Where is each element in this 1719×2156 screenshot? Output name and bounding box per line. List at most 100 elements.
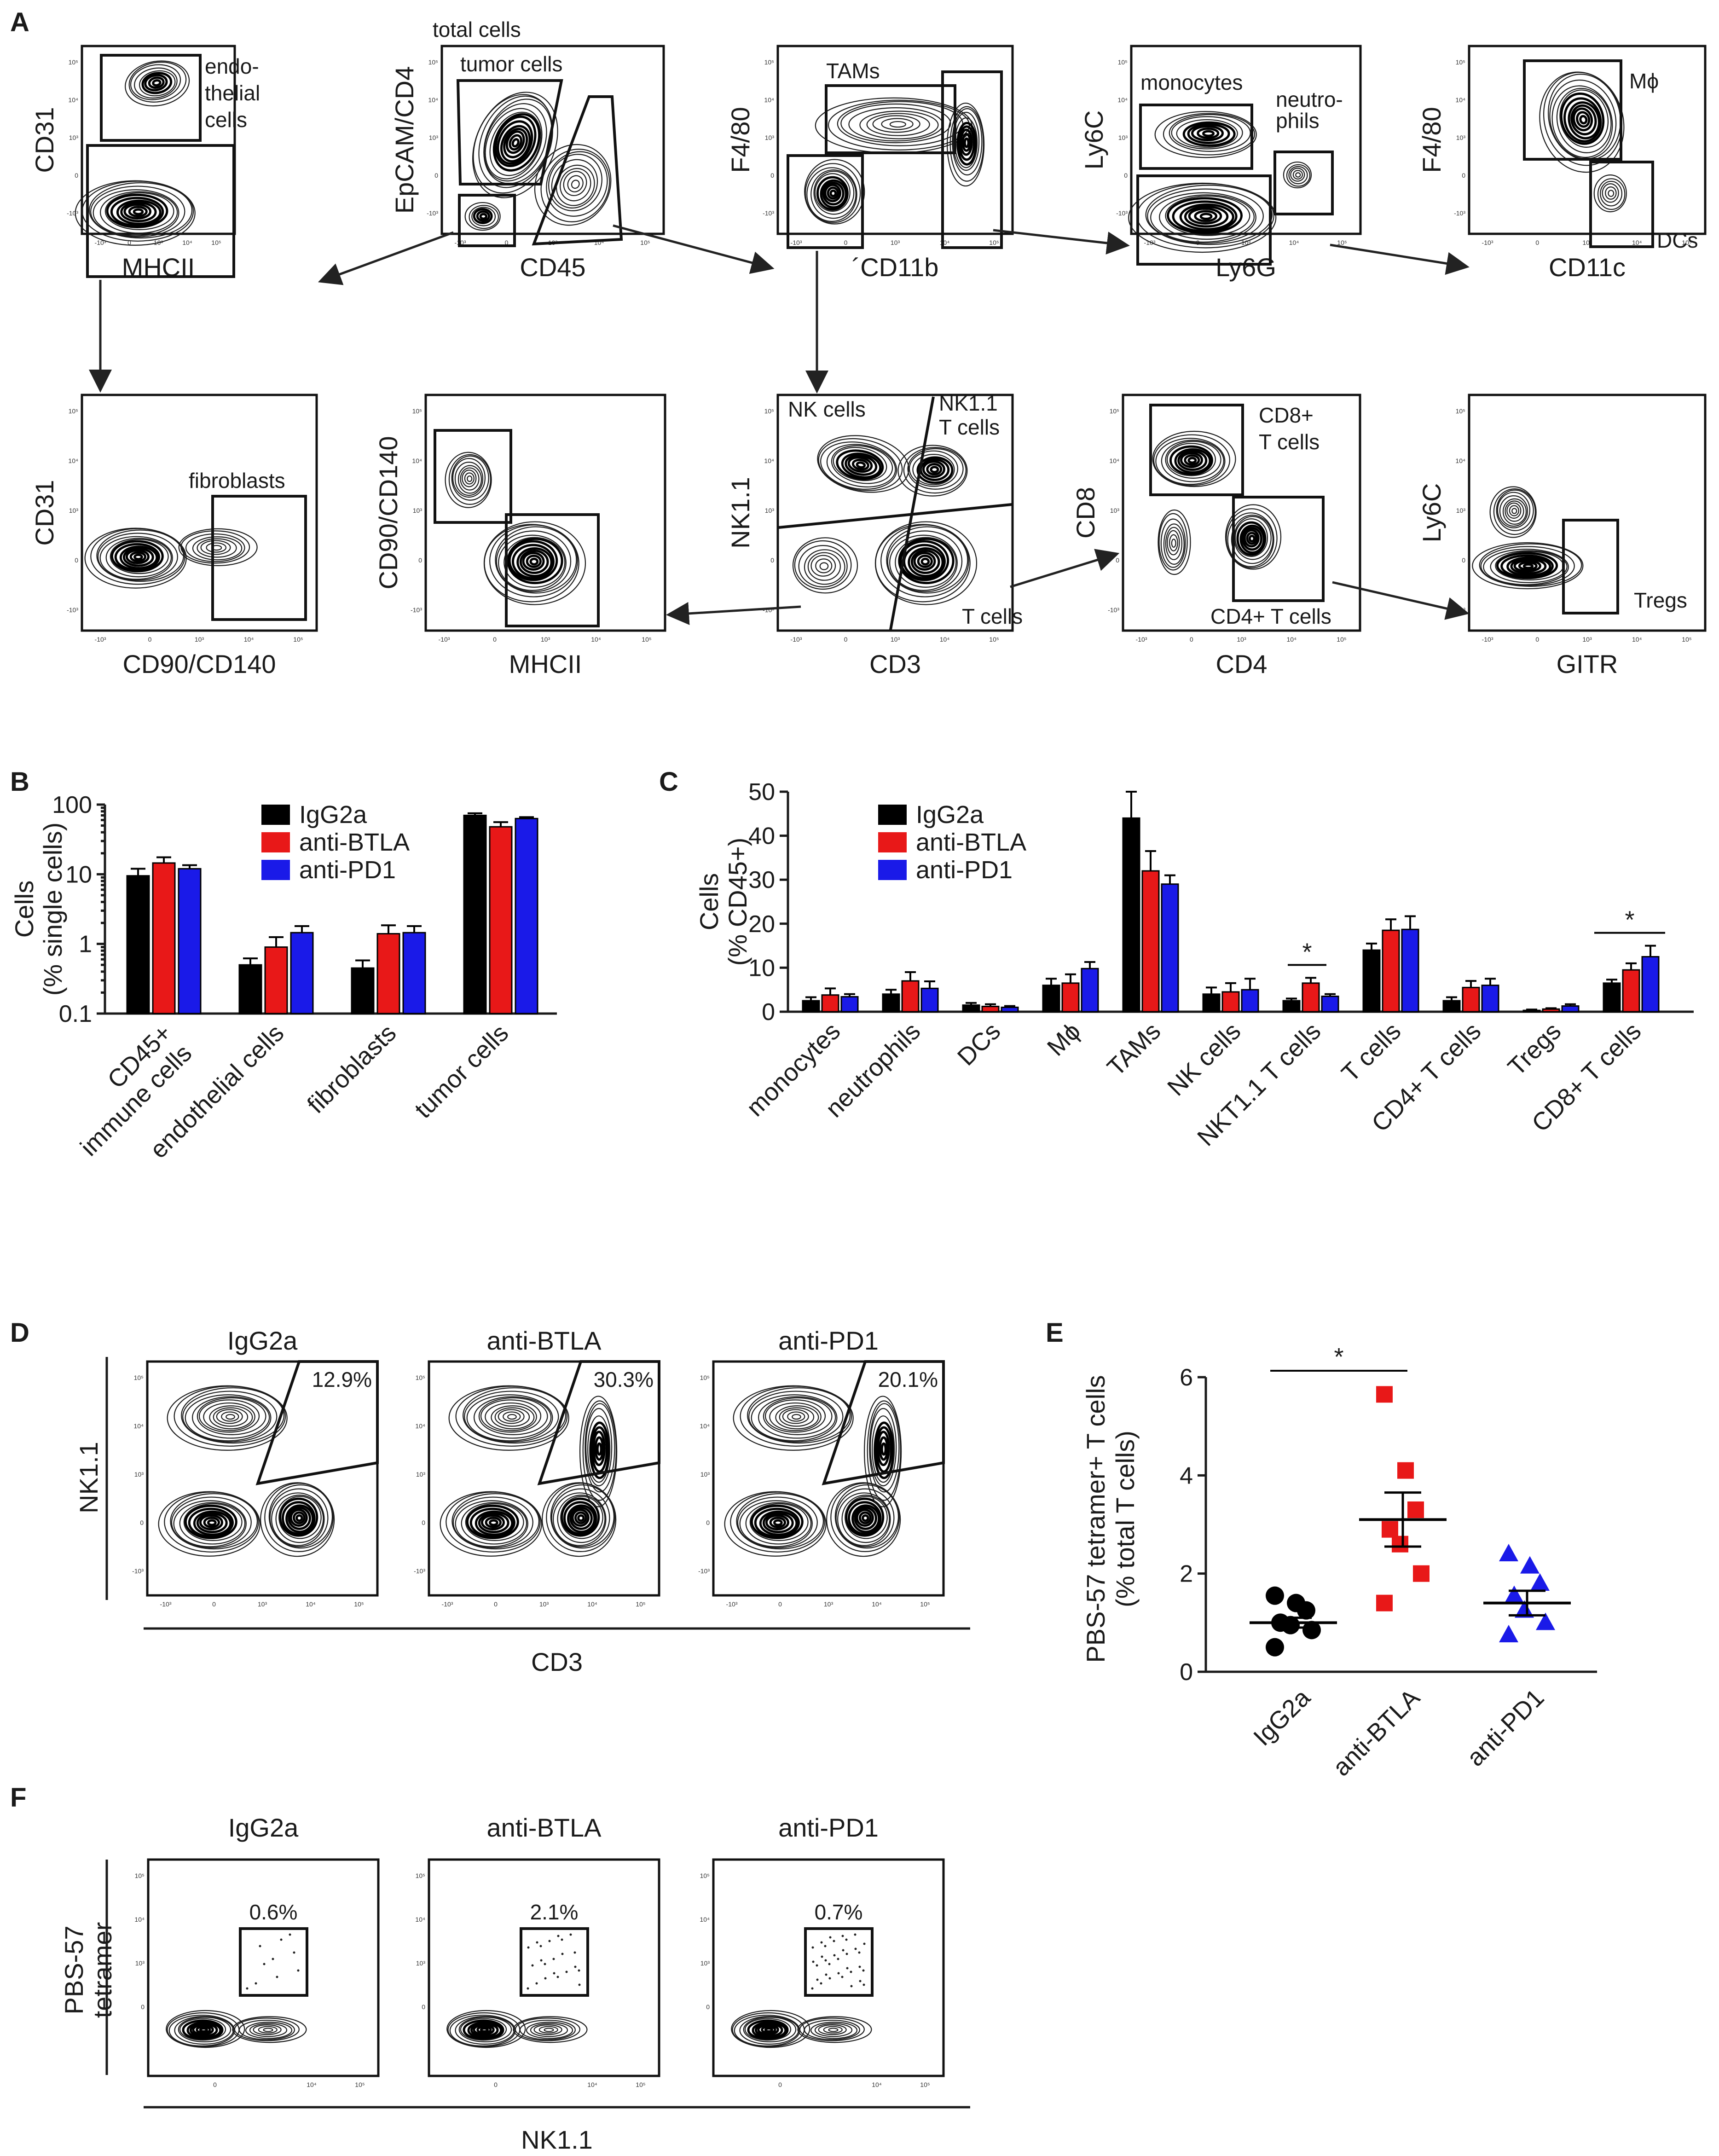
contour-line [516, 547, 553, 577]
legend-label-IgG2a: IgG2a [916, 801, 984, 829]
contour-line [1605, 186, 1617, 200]
contour-cluster [440, 1491, 542, 1557]
contour-line [769, 1402, 822, 1432]
category-label: T cells [1336, 1017, 1406, 1087]
event-dot [816, 1978, 819, 1981]
contour-line [1231, 515, 1273, 564]
contour-line [869, 1403, 900, 1493]
contour-line [191, 1396, 270, 1439]
contour-line [752, 2021, 787, 2039]
category-label: TAMs [1102, 1017, 1166, 1081]
contour-line [448, 454, 491, 505]
contour-line [1506, 502, 1522, 519]
contour-line [744, 2018, 792, 2041]
y-tick-label: 10⁴ [415, 1422, 425, 1430]
contour-line [167, 1385, 288, 1451]
gate-tregs [1562, 519, 1619, 614]
y-tick-label: 0 [1116, 556, 1119, 564]
event-dot [846, 1967, 849, 1970]
event-dot [854, 1947, 857, 1950]
contour-line [820, 441, 897, 490]
contour-line [1483, 549, 1569, 585]
contour-line [1147, 188, 1264, 244]
contour-line [134, 67, 178, 99]
panel-label-B: B [10, 767, 29, 797]
contour-line [848, 1501, 882, 1535]
x-tick-label: 10⁵ [642, 636, 651, 643]
category-label: fibroblasts [302, 1019, 401, 1119]
contour-line [750, 1504, 804, 1539]
contour-line [910, 550, 940, 574]
contour-line [956, 122, 978, 166]
panel-a: -10³ 0 10³ 10⁴ 10⁵10⁵10⁴10³0-10³MHCIICD31-10… [30, 17, 1707, 678]
contour-line [1145, 185, 1273, 245]
contour-line [765, 1514, 789, 1530]
contour-line [845, 454, 878, 476]
gate-immune [458, 194, 516, 247]
contour-line [1576, 111, 1591, 128]
contour-line [816, 176, 849, 211]
contour-line [579, 1396, 618, 1507]
y-tick-label: -10³ [411, 606, 422, 614]
contour-line [492, 113, 541, 172]
contour-line [1509, 505, 1519, 516]
y-tick-label: 0 [422, 1519, 425, 1526]
x-tick-label: 10⁵ [1682, 239, 1691, 246]
contour-line [866, 113, 930, 136]
x-tick-label: 10⁴ [244, 636, 254, 643]
legend-swatch-anti-PD1 [261, 860, 290, 880]
contour-line [1188, 207, 1222, 225]
event-dot [289, 1933, 291, 1936]
contour-line [1505, 500, 1524, 522]
contour-line [569, 1507, 593, 1530]
y-axis-label: NK1.1 [726, 477, 755, 549]
contour-line [1248, 534, 1256, 543]
contour-line [544, 2028, 554, 2032]
contour-cluster [75, 180, 196, 246]
contour-line [845, 1497, 885, 1537]
contour-line [463, 2019, 504, 2040]
contour-line [216, 1409, 243, 1424]
event-dot [862, 1983, 865, 1986]
contour-line [462, 469, 477, 487]
contour-line [464, 472, 475, 485]
contour-line [557, 1495, 606, 1543]
contour-line [178, 2017, 232, 2043]
bar-anti-PD1 [840, 996, 859, 1013]
contour-line [185, 1394, 272, 1442]
y-tick-label: 1 [79, 931, 92, 958]
contour-line [856, 1508, 874, 1527]
contour-line [1499, 495, 1528, 527]
contour-line [489, 1519, 498, 1526]
event-dot [828, 1963, 831, 1965]
contour-line [823, 2026, 843, 2034]
y-tick-label: 10³ [765, 134, 775, 141]
y-tick-label: -10³ [763, 209, 774, 217]
contour-line [1155, 438, 1226, 485]
x-tick-label: 10⁴ [1286, 636, 1296, 643]
contour-line [859, 110, 939, 139]
contour-line [271, 1492, 325, 1546]
event-dot [833, 1954, 836, 1957]
contour-line [192, 2024, 214, 2036]
contour-line [498, 534, 567, 591]
contour-line [1292, 170, 1303, 180]
contour-line [184, 1504, 237, 1539]
event-dot [259, 1945, 261, 1947]
contour-line [1187, 457, 1197, 464]
contour-line [476, 210, 491, 222]
contour-line [133, 208, 144, 215]
bar-anti-BTLA [1542, 1008, 1560, 1013]
contour-line [440, 1491, 542, 1557]
contour-line [475, 1510, 514, 1536]
contour-line [764, 2027, 773, 2033]
contour-line [180, 530, 250, 564]
contour-line [585, 1408, 613, 1487]
contour-line [479, 213, 488, 220]
bar-anti-PD1 [1241, 989, 1259, 1013]
y-tick-label: 10⁴ [1109, 457, 1119, 464]
contour-cluster [445, 452, 492, 508]
y-tick-label: 0 [1180, 1659, 1193, 1686]
contour-line [1191, 125, 1224, 141]
contour-line [1158, 513, 1188, 571]
